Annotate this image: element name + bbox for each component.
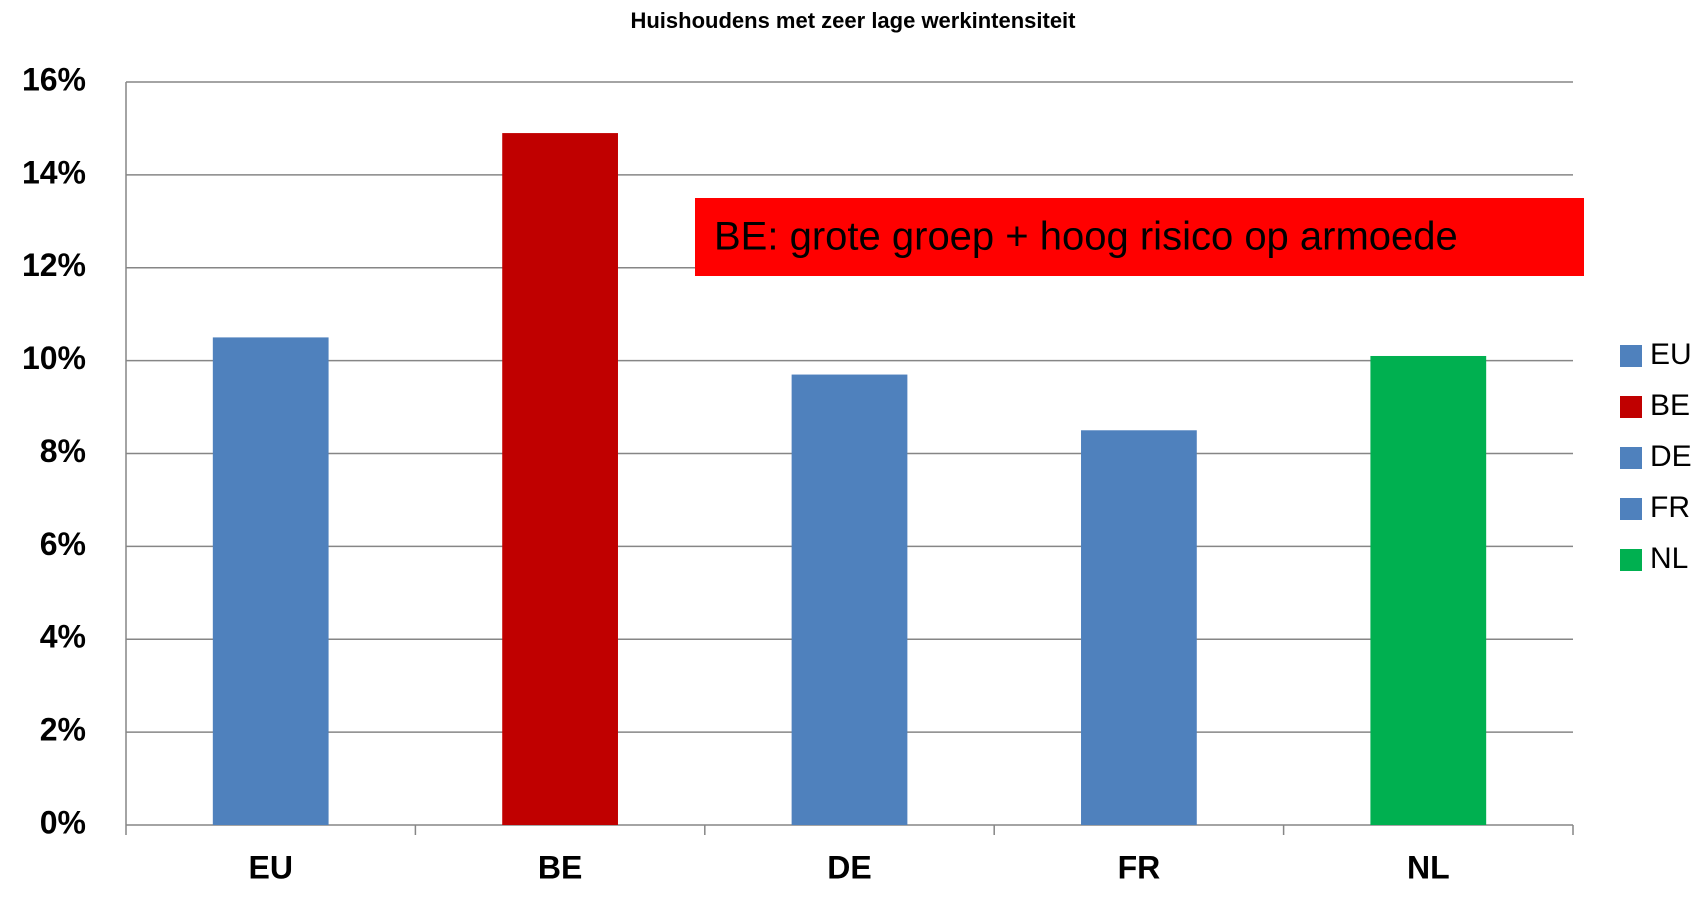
legend-swatch: [1620, 345, 1642, 367]
chart-title: Huishoudens met zeer lage werkintensitei…: [630, 8, 1076, 33]
bar: [791, 374, 908, 825]
legend-label: DE: [1650, 440, 1692, 473]
legend-label: FR: [1650, 491, 1690, 524]
y-tick-label: 6%: [40, 526, 86, 562]
y-tick-label: 4%: [40, 619, 86, 655]
y-tick-label: 8%: [40, 433, 86, 469]
legend-label: NL: [1650, 542, 1688, 575]
legend-swatch: [1620, 396, 1642, 418]
y-tick-label: 14%: [22, 154, 86, 190]
bar: [1370, 355, 1487, 825]
y-tick-label: 12%: [22, 247, 86, 283]
y-tick-label: 2%: [40, 712, 86, 748]
x-tick-label: EU: [248, 849, 292, 885]
y-tick-label: 16%: [22, 61, 86, 97]
legend-swatch: [1620, 498, 1642, 520]
y-tick-label: 10%: [22, 340, 86, 376]
legend-swatch: [1620, 447, 1642, 469]
legend-label: EU: [1650, 338, 1692, 371]
bar: [212, 337, 329, 825]
annotation: BE: grote groep + hoog risico op armoede: [714, 215, 1458, 259]
bar: [502, 133, 618, 826]
x-tick-label: BE: [538, 849, 582, 885]
legend-swatch: [1620, 549, 1642, 571]
y-tick-label: 0%: [40, 804, 86, 840]
legend-label: BE: [1650, 389, 1690, 422]
x-tick-label: NL: [1407, 849, 1450, 885]
bar: [1081, 430, 1197, 825]
x-tick-label: FR: [1118, 849, 1161, 885]
x-tick-label: DE: [827, 849, 871, 885]
annotation-box: [695, 198, 1584, 276]
